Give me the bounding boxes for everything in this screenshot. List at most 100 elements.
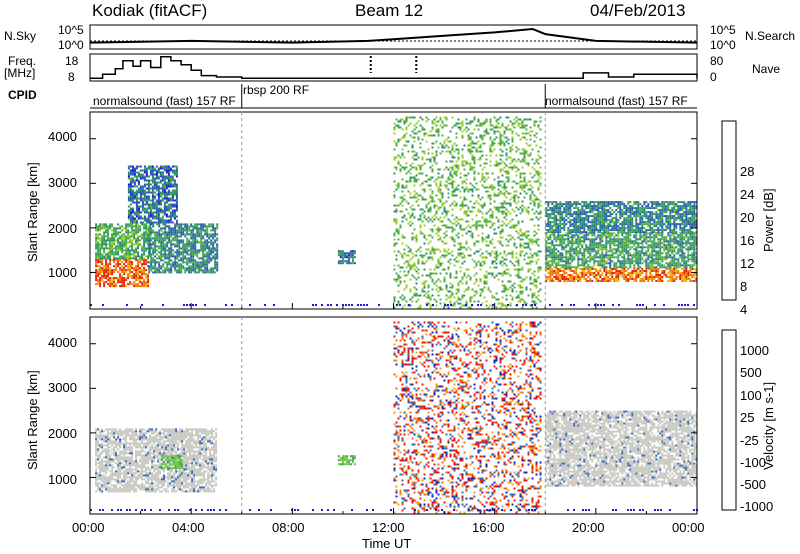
power-panel-cell [529,196,532,199]
power-panel-cell [125,235,128,238]
power-panel-cell [105,247,108,250]
power-panel-cell [154,261,157,264]
power-panel-cell [597,252,600,255]
power-panel-cell [141,193,144,196]
power-panel-cell [511,132,514,135]
power-panel-cell [619,270,622,272]
power-panel-cell [485,282,488,285]
power-panel-cell [397,278,400,281]
power-panel-cell [617,274,620,276]
power-panel-cell [143,235,146,238]
power-panel-cell [483,218,486,221]
power-panel-cell [449,286,452,289]
power-panel-cell [591,232,594,235]
power-panel-cell [545,252,548,255]
power-panel-cell [569,276,572,278]
power-panel-cell [351,262,354,265]
power-panel-cell [216,253,219,256]
power-panel-cell [397,290,400,293]
power-panel-cell [105,235,108,238]
power-panel-cell [401,254,404,257]
power-panel-cell [585,250,588,253]
power-panel-cell [111,277,114,280]
power-panel-cell [691,276,694,278]
power-panel-cell [413,140,416,143]
power-panel-cell [169,221,172,224]
power-panel-cell [163,193,166,196]
power-panel-cell [547,238,550,241]
power-panel-cell [401,200,404,203]
power-panel-cell [95,247,98,250]
power-panel-cell [194,249,197,252]
power-panel-cell [427,202,430,205]
power-panel-cell [202,235,205,238]
power-panel-cell [553,236,556,239]
power-panel-cell [433,142,436,145]
power-panel-cell [411,264,414,267]
power-panel-cell [411,300,414,303]
power-panel-cell [565,238,568,241]
power-panel-cell [623,274,626,276]
power-panel-cell [423,188,426,191]
power-panel-cell [216,243,219,246]
power-panel-cell [523,176,526,179]
power-panel-cell [623,260,626,263]
power-panel-cell [597,246,600,249]
power-panel-cell [427,148,430,151]
power-panel-cell [131,201,134,204]
power-panel-cell [433,158,436,161]
power-panel-cell [459,248,462,251]
power-panel-cell [194,247,197,250]
power-panel-cell [471,120,474,123]
power-panel-cell [563,238,566,241]
power-panel-cell [427,152,430,155]
power-panel-cell [671,278,674,280]
power-panel-cell [429,184,432,187]
power-panel-cell [455,260,458,263]
power-panel-cell [415,174,418,177]
power-panel-cell [479,280,482,283]
power-panel-cell [549,246,552,249]
power-panel-cell [521,306,524,309]
power-panel-cell [523,126,526,129]
power-panel-cell [525,152,528,155]
power-panel-cell [155,177,158,180]
power-panel-cell [571,254,574,257]
power-panel-cell [139,189,142,192]
power-panel-cell [165,213,168,216]
power-panel-cell [557,280,560,282]
power-panel-cell [154,255,157,258]
power-panel-cell [411,204,414,207]
power-panel-cell [557,260,560,263]
power-panel-cell [156,235,159,238]
power-panel-cell [449,294,452,297]
power-panel-cell [529,282,532,285]
power-panel-cell [131,189,134,192]
power-panel-cell [155,171,158,174]
power-panel-cell [529,238,532,241]
power-panel-cell [623,248,626,251]
power-panel-cell [176,263,179,266]
power-panel-cell [347,254,350,257]
power-panel-cell [493,228,496,231]
power-panel-cell [161,187,164,190]
nsky-panel-frame [89,24,698,50]
power-panel-cell [481,168,484,171]
power-panel-cell [141,185,144,188]
power-panel-cell [143,233,146,236]
power-panel-cell [525,184,528,187]
power-panel-cell [443,248,446,251]
power-panel-cell [673,270,676,272]
power-panel-cell [461,120,464,123]
power-panel-cell [429,160,432,163]
power-panel-cell [160,271,163,274]
power-panel-cell [531,296,534,299]
power-panel-cell [171,197,174,200]
power-panel-cell [573,266,576,269]
power-panel-cell [141,265,144,268]
power-panel-cell [487,272,490,275]
power-panel-cell [393,204,396,207]
power-panel-cell [99,237,102,240]
power-panel-cell [161,193,164,196]
power-panel-cell [581,270,584,272]
